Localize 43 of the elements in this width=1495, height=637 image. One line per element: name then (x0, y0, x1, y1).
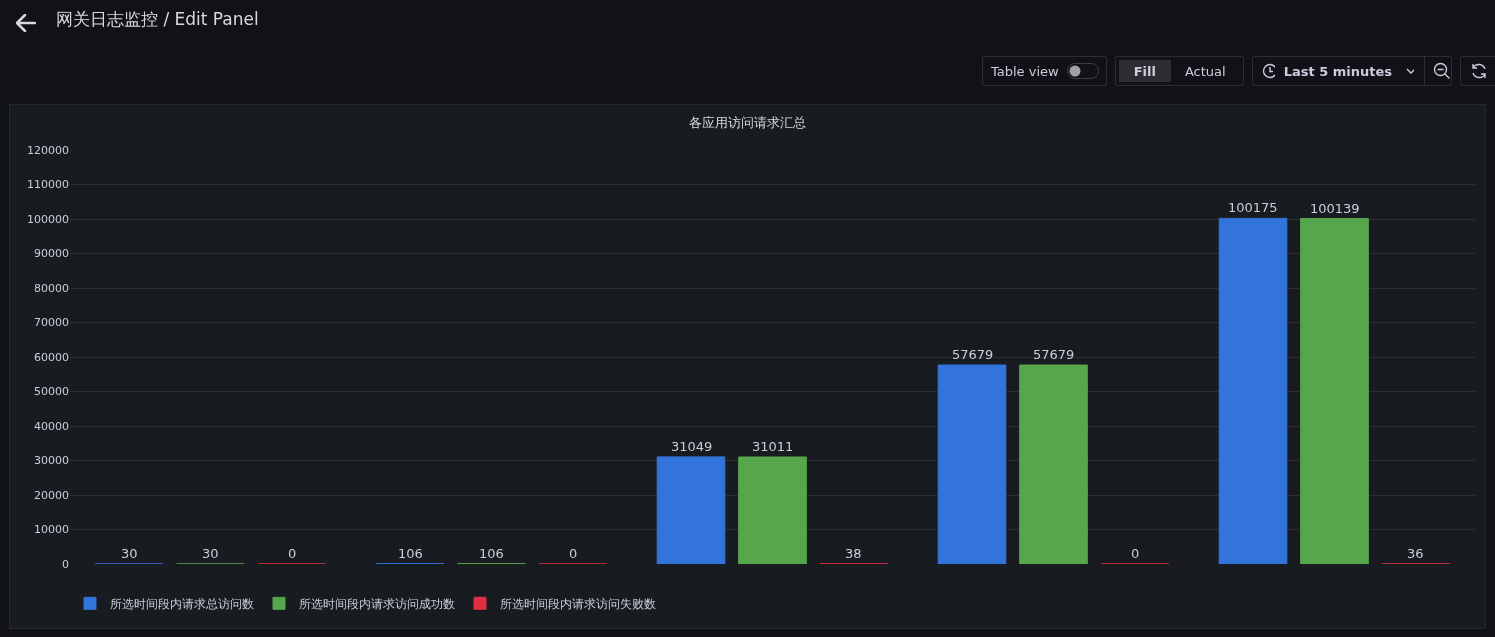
y-tick-label: 90000 (34, 247, 69, 261)
data-label: 31011 (752, 439, 794, 454)
data-label: 100175 (1228, 200, 1278, 215)
data-label: 0 (1131, 546, 1140, 561)
y-tick-label: 100000 (27, 212, 69, 226)
legend-label: 所选时间段内请求访问成功数 (299, 597, 455, 612)
y-tick-label: 120000 (27, 143, 69, 157)
data-label: 100139 (1310, 201, 1360, 216)
y-tick-label: 10000 (34, 523, 69, 537)
y-tick-label: 20000 (34, 488, 69, 502)
bar (656, 456, 726, 564)
chart-title: 各应用访问请求汇总 (689, 115, 806, 131)
y-tick-label: 50000 (34, 385, 69, 399)
text: Fill (1119, 60, 1171, 82)
bar (1218, 217, 1288, 564)
y-tick-label: 0 (62, 557, 69, 571)
y-tick-label: 40000 (34, 419, 69, 433)
text: Last 5 minutes (1283, 63, 1393, 79)
text: Table view (991, 63, 1059, 79)
legend-label: 所选时间段内请求总访问数 (110, 597, 254, 612)
y-tick-label: 30000 (34, 454, 69, 468)
data-label: 57679 (952, 347, 994, 362)
bar (1019, 364, 1088, 564)
data-label: 38 (845, 546, 862, 561)
text: 网关日志监控 / Edit Panel (56, 8, 259, 31)
data-label: 30 (121, 546, 138, 561)
data-label: 31049 (671, 439, 713, 454)
y-tick-label: 60000 (34, 350, 69, 364)
legend-label: 所选时间段内请求访问失败数 (500, 597, 656, 612)
bar (1300, 218, 1369, 564)
data-label: 30 (202, 546, 219, 561)
y-tick-label: 70000 (34, 316, 69, 330)
bar (738, 456, 807, 564)
data-label: 106 (398, 546, 423, 561)
bar (937, 364, 1007, 564)
data-label: 106 (479, 546, 504, 561)
data-label: 0 (288, 546, 297, 561)
y-tick-label: 110000 (27, 178, 69, 192)
data-label: 0 (569, 546, 578, 561)
data-label: 36 (1407, 546, 1424, 561)
text: Actual (1183, 63, 1227, 79)
data-label: 57679 (1033, 347, 1075, 362)
y-tick-label: 80000 (34, 281, 69, 295)
